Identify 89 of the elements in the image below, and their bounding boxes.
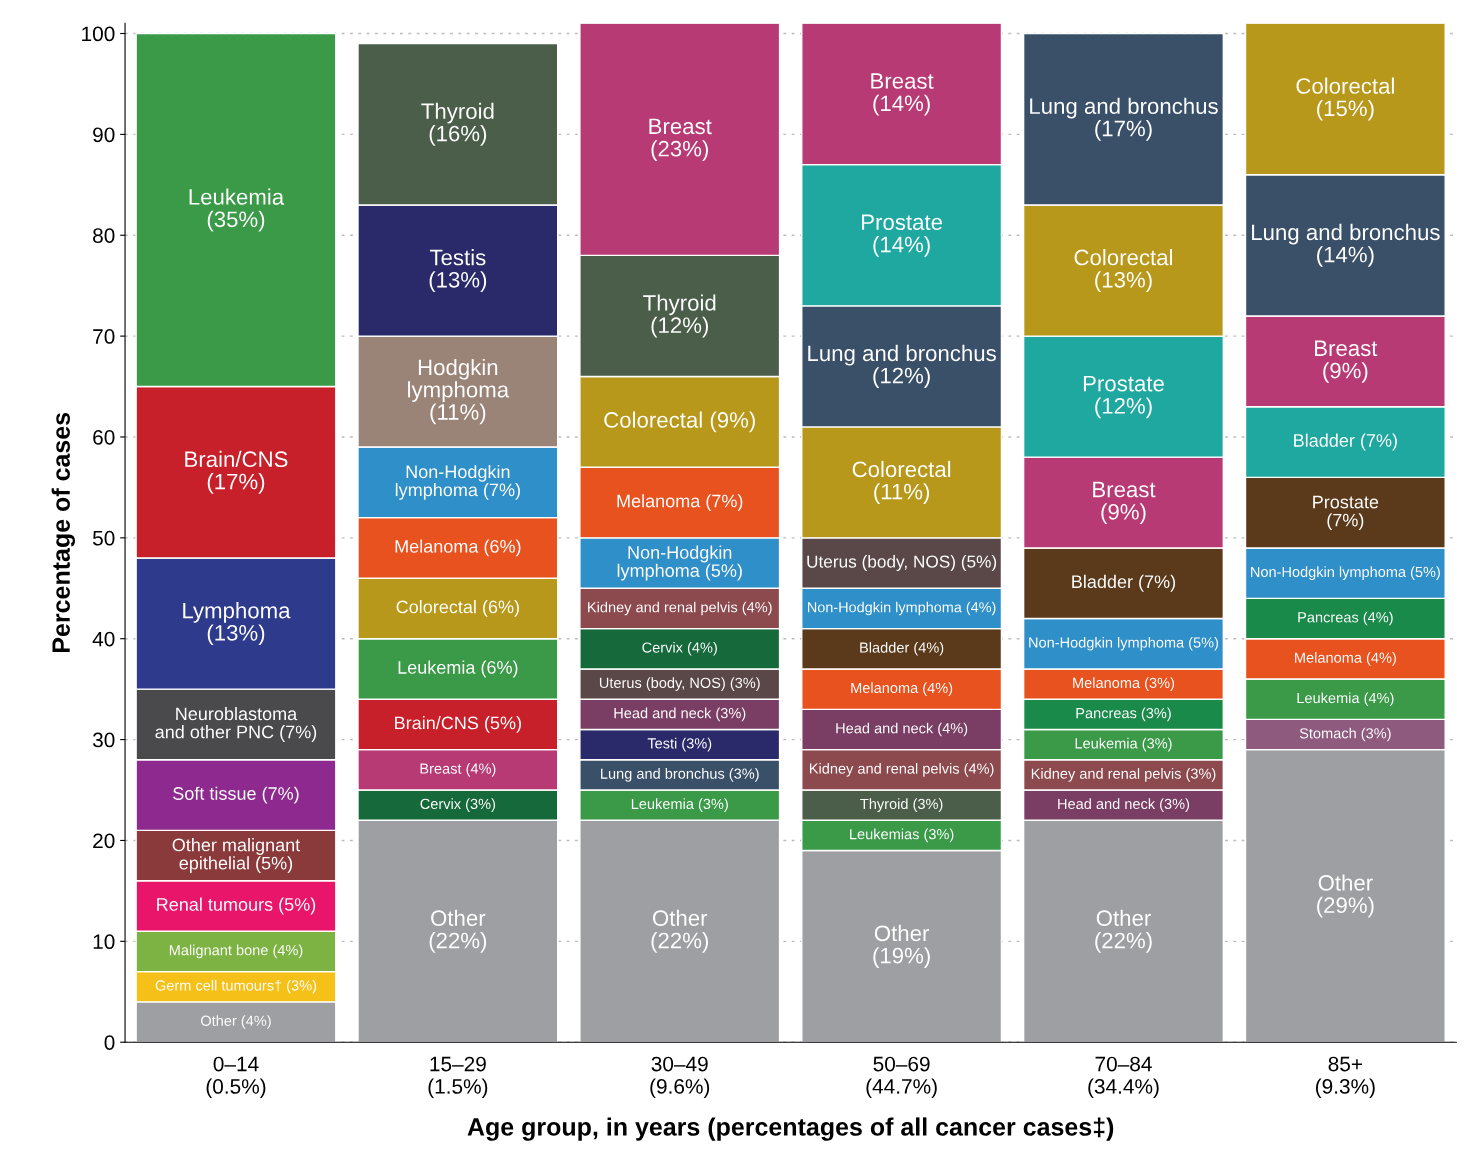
- data-label: Melanoma (6%): [395, 539, 521, 557]
- x-tick-label: 30–49 (9.6%): [650, 1056, 710, 1098]
- data-label: Thyroid (12%): [643, 294, 716, 338]
- data-label: Leukemia (4%): [1297, 692, 1394, 707]
- data-label: Non-Hodgkin lymphoma (4%): [808, 601, 996, 616]
- data-label: Colorectal (13%): [1074, 249, 1173, 293]
- data-label: Other (29%): [1317, 874, 1374, 918]
- data-label: Kidney and renal pelvis (4%): [588, 601, 772, 616]
- data-label: Melanoma (3%): [1073, 677, 1175, 691]
- data-label: Head and neck (4%): [836, 722, 968, 737]
- data-label: Melanoma (4%): [851, 682, 953, 696]
- data-label: Bladder (7%): [1072, 574, 1176, 592]
- x-axis-title: Age group, in years (percentages of all cancer cases‡): [467, 1117, 1114, 1141]
- x-tick-label: 85+ (9.3%): [1315, 1056, 1375, 1098]
- data-label: Prostate (7%): [1313, 495, 1379, 531]
- data-label: Stomach (3%): [1299, 727, 1391, 742]
- data-label: Breast (4%): [420, 763, 496, 777]
- data-label: Leukemias (3%): [850, 828, 954, 843]
- data-label: Renal tumours (5%): [157, 897, 316, 915]
- data-label: Prostate (14%): [862, 214, 942, 257]
- data-label: Leukemia (35%): [189, 188, 285, 232]
- data-label: Pancreas (3%): [1076, 707, 1171, 722]
- data-label: Colorectal (15%): [1296, 77, 1394, 121]
- y-tick-label: 0: [104, 1035, 115, 1050]
- data-label: Other (22%): [1095, 909, 1152, 953]
- data-label: Hodgkin lymphoma (11%): [408, 358, 510, 425]
- data-label: Pancreas (4%): [1298, 611, 1393, 626]
- y-tick-label: 90: [93, 127, 115, 143]
- data-label: Other (19%): [873, 924, 930, 968]
- x-tick-label: 50–69 (44.7%): [866, 1056, 937, 1098]
- data-label: Colorectal (11%): [852, 460, 951, 504]
- data-label: Non-Hodgkin lymphoma (5%): [1251, 566, 1440, 580]
- data-label: Bladder (7%): [1294, 433, 1397, 451]
- y-tick-label: 80: [93, 228, 115, 243]
- data-label: Other (22%): [651, 909, 708, 953]
- data-label: Breast (9%): [1093, 481, 1156, 525]
- data-label: Uterus (body, NOS) (5%): [807, 555, 997, 572]
- data-label: Breast (14%): [871, 73, 934, 116]
- data-label: Thyroid (3%): [860, 798, 943, 812]
- y-tick-label: 50: [92, 530, 115, 546]
- data-label: Lung and bronchus (17%): [1030, 97, 1218, 141]
- data-label: Melanoma (7%): [617, 494, 743, 511]
- data-label: Uterus (body, NOS) (3%): [599, 677, 760, 691]
- data-label: Kidney and renal pelvis (4%): [809, 763, 994, 777]
- data-label: Lung and bronchus (12%): [808, 344, 996, 388]
- x-tick-label: 0–14 (0.5%): [206, 1056, 266, 1098]
- y-tick-label: 30: [92, 732, 115, 748]
- data-label: Melanoma (4%): [1295, 652, 1396, 666]
- data-label: Head and neck (3%): [1058, 798, 1190, 812]
- data-label: Leukemia (3%): [1075, 737, 1172, 752]
- x-tick-label: 15–29 (1.5%): [428, 1056, 488, 1098]
- data-label: Lymphoma (13%): [183, 602, 291, 646]
- data-label: Other malignant epithelial (5%): [172, 838, 301, 874]
- data-label: Lung and bronchus (3%): [601, 768, 759, 782]
- data-label: Breast (23%): [649, 118, 712, 161]
- data-label: Other (4%): [201, 1015, 271, 1029]
- data-label: Other (22%): [429, 909, 487, 953]
- y-axis-title: Percentage of cases: [51, 412, 75, 653]
- data-label: Bladder (4%): [860, 642, 944, 656]
- data-label: Thyroid (16%): [421, 102, 494, 146]
- data-label: Leukemia (6%): [398, 660, 518, 678]
- data-label: Colorectal (9%): [604, 411, 755, 433]
- data-label: Soft tissue (7%): [173, 786, 299, 804]
- data-label: Breast (9%): [1315, 340, 1378, 383]
- y-tick-label: 60: [93, 429, 115, 445]
- data-label: Brain/CNS (5%): [395, 716, 521, 733]
- y-tick-label: 20: [93, 833, 115, 849]
- data-label: Non-Hodgkin lymphoma (7%): [395, 464, 520, 500]
- data-label: Non-Hodgkin lymphoma (5%): [617, 545, 742, 581]
- data-label: Germ cell tumours† (3%): [155, 979, 317, 994]
- data-label: Malignant bone (4%): [169, 944, 303, 959]
- data-label: Colorectal (6%): [396, 600, 519, 617]
- data-label: Non-Hodgkin lymphoma (5%): [1029, 636, 1219, 651]
- x-tick-label: 70–84 (34.4%): [1088, 1056, 1159, 1098]
- data-label: Brain/CNS (17%): [185, 450, 288, 494]
- data-label: Cervix (4%): [642, 642, 717, 656]
- data-label: Testi (3%): [647, 737, 712, 752]
- data-label: Head and neck (3%): [614, 707, 746, 722]
- data-label: Prostate (12%): [1083, 375, 1164, 419]
- data-label: Lung and bronchus (14%): [1252, 223, 1440, 267]
- y-tick-label: 100: [82, 26, 115, 42]
- data-label: Testis (13%): [429, 249, 487, 293]
- y-tick-label: 10: [93, 934, 115, 950]
- data-label: Leukemia (3%): [631, 798, 728, 812]
- data-label: Cervix (3%): [420, 798, 496, 812]
- y-tick-label: 70: [93, 329, 115, 344]
- y-tick-label: 40: [92, 631, 115, 647]
- data-label: Neuroblastoma and other PNC (7%): [155, 706, 317, 742]
- data-label: Kidney and renal pelvis (3%): [1031, 768, 1216, 782]
